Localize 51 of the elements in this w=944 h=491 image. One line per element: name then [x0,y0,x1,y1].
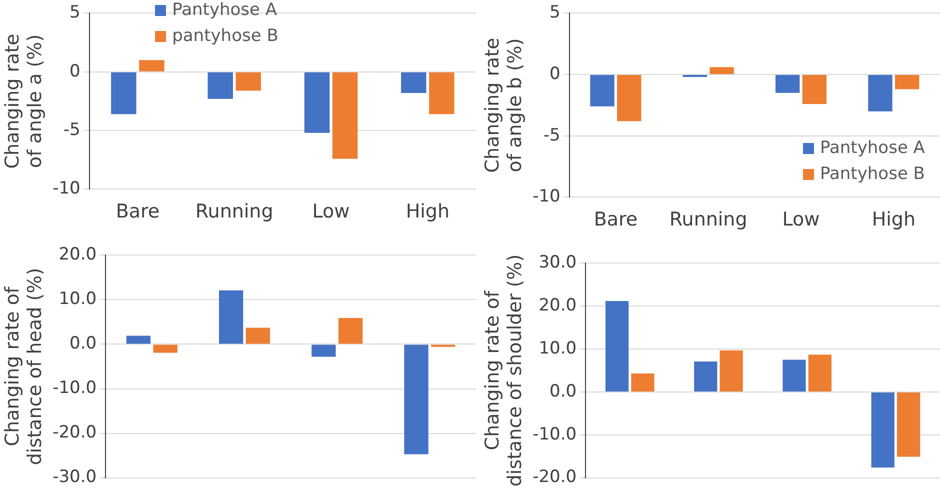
y-tick-label: 0 [550,64,560,84]
y-axis-title: Changing rate of distance of head (%) [1,268,46,466]
bar [404,344,428,454]
bar [896,392,920,457]
y-tick-label: 20.0 [58,244,97,265]
bar [153,344,178,353]
x-tick-label: Bare [594,208,638,231]
y-tick-label: -5 [63,120,80,140]
y-axis-title: Changing rate of distance of shoulder (%) [481,254,526,487]
y-tick-label: 0.0 [70,334,97,354]
bar [605,300,629,392]
bar [871,392,894,468]
bar [126,336,151,344]
x-tick-label: High [406,200,450,223]
y-tick-label: 30.0 [538,252,577,273]
bar [218,290,244,344]
y-tick-label: 5 [70,2,80,23]
bar [246,328,270,344]
x-tick-label: Low [312,200,350,223]
y-tick-label: 0 [70,61,80,82]
x-tick-label: Running [669,208,748,231]
y-axis-title: Changing rate of angle b (%) [481,38,526,173]
bar [338,318,363,344]
y-tick-label: 10.0 [58,289,97,310]
bar [312,344,336,357]
legend-label: Pantyhose B [820,163,925,186]
x-tick-label: High [872,208,916,231]
bar [782,360,806,392]
bar [631,374,654,392]
x-tick-label: Low [782,208,820,231]
bar [694,361,718,392]
y-tick-label: 10.0 [538,338,577,358]
bar [720,350,743,392]
y-tick-label: -10 [52,178,80,199]
x-tick-label: Running [195,200,274,223]
y-tick-label: -20.0 [52,422,97,443]
legend-label: pantyhose B [172,25,278,48]
x-tick-label: Bare [116,200,160,223]
y-tick-label: -10.0 [52,378,97,398]
y-tick-label: 20.0 [538,296,577,316]
legend-label: Pantyhose A [820,137,925,160]
y-axis-title: Changing rate of angle a (%) [1,34,46,169]
bar [808,354,832,392]
y-tick-label: -5 [543,125,560,146]
legend-label: Pantyhose A [172,0,278,22]
y-tick-label: -10 [532,186,560,207]
y-tick-label: 0.0 [550,381,577,402]
y-tick-label: -10.0 [532,424,577,444]
y-tick-label: 5 [550,2,560,23]
y-tick-label: -30.0 [52,467,97,488]
y-tick-label: -20.0 [532,467,577,488]
